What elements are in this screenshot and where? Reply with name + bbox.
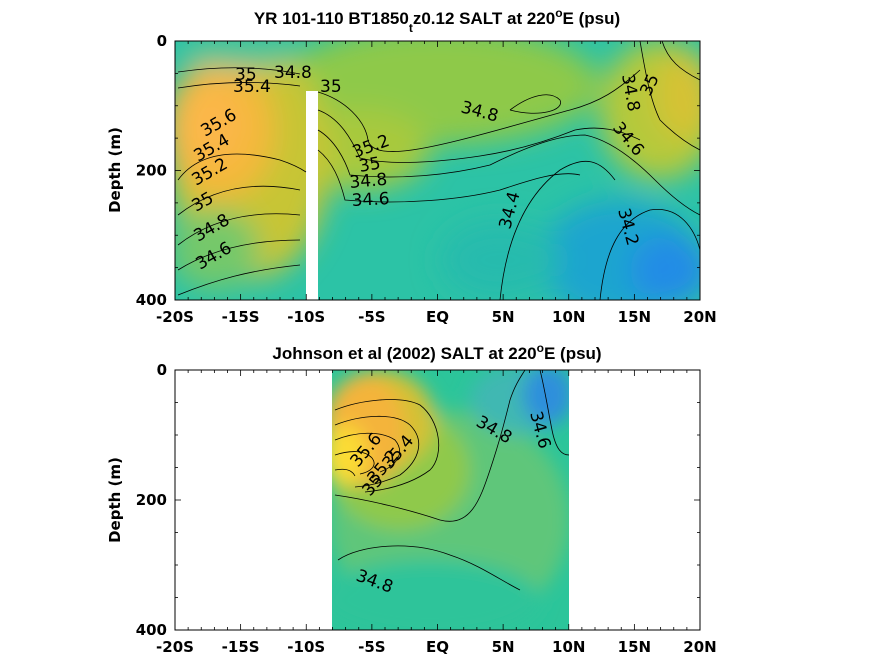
top-y-tick-label: 400 xyxy=(136,291,167,309)
bottom-x-tick-label: -10S xyxy=(287,638,325,656)
bottom-x-tick-label: 15N xyxy=(618,638,651,656)
top-panel-title: YR 101-110 BT1850tz0.12 SALT at 220oE (p… xyxy=(254,6,620,35)
top-contour-label: 34.6 xyxy=(351,189,390,211)
bottom-tick-marks xyxy=(174,369,701,631)
top-contour-label: 34.8 xyxy=(349,170,388,193)
bottom-x-tick-label: -15S xyxy=(222,638,260,656)
top-x-tick-label: -5S xyxy=(358,308,385,326)
top-salinity-field xyxy=(175,41,700,300)
bottom-x-tick-label: -20S xyxy=(156,638,194,656)
top-x-tick-label: EQ xyxy=(426,308,449,326)
top-x-tick-label: 10N xyxy=(552,308,585,326)
top-y-tick-label: 0 xyxy=(157,32,167,50)
bottom-panel-title: Johnson et al (2002) SALT at 220oE (psu) xyxy=(272,341,601,363)
top-x-tick-label: -10S xyxy=(287,308,325,326)
bottom-x-tick-label: 20N xyxy=(683,638,716,656)
top-x-tick-label: 20N xyxy=(683,308,716,326)
top-data-gap xyxy=(306,91,318,300)
bottom-tick-labels: -20S -15S -10S -5S EQ 5N 10N 15N 20N 0 200 400 xyxy=(136,361,717,656)
top-contour-label: 35 xyxy=(235,65,257,85)
bottom-y-tick-label: 400 xyxy=(136,621,167,639)
bottom-contour-lines xyxy=(334,370,569,591)
top-tick-marks xyxy=(174,40,701,301)
top-y-axis-label: Depth (m) xyxy=(106,127,124,213)
top-contour-lines xyxy=(177,41,700,300)
bottom-x-tick-label: 10N xyxy=(552,638,585,656)
top-contour-label: 35 xyxy=(320,77,342,97)
top-contour-label: 35.4 xyxy=(233,77,271,97)
bottom-y-tick-label: 0 xyxy=(157,361,167,379)
top-x-tick-label: 5N xyxy=(492,308,515,326)
top-x-tick-label: -15S xyxy=(222,308,260,326)
bottom-salinity-field xyxy=(332,370,569,630)
bottom-y-axis-label: Depth (m) xyxy=(106,457,124,543)
bottom-y-tick-label: 200 xyxy=(136,491,167,509)
top-x-tick-label: -20S xyxy=(156,308,194,326)
bottom-x-tick-label: -5S xyxy=(358,638,385,656)
top-x-tick-label: 15N xyxy=(618,308,651,326)
bottom-x-tick-label: 5N xyxy=(492,638,515,656)
top-y-tick-label: 200 xyxy=(136,162,167,180)
top-contour-label: 34.8 xyxy=(274,63,312,83)
top-contour-label: 35 xyxy=(357,153,382,176)
top-tick-labels: -20S -15S -10S -5S EQ 5N 10N 15N 20N 0 200 400 xyxy=(136,32,717,326)
bottom-x-tick-label: EQ xyxy=(426,638,449,656)
